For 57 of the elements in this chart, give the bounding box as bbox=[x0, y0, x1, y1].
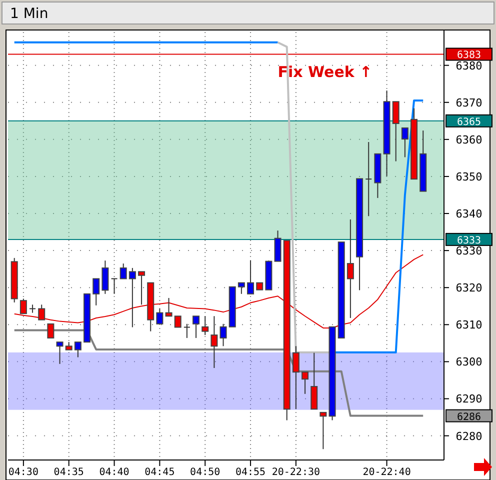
candlestick bbox=[238, 282, 245, 294]
x-tick-label: 04:35 bbox=[54, 467, 84, 478]
x-tick-label: 04:55 bbox=[235, 467, 266, 478]
y-tick-label: 6320 bbox=[456, 282, 482, 295]
y-tick-label: 6290 bbox=[456, 392, 482, 406]
candlestick bbox=[292, 346, 300, 410]
chart-title: 1 Min bbox=[10, 6, 48, 22]
y-tick-label: 6330 bbox=[456, 244, 482, 258]
ref-line-label: 6365 bbox=[456, 116, 482, 128]
y-tick-label: 6300 bbox=[456, 356, 482, 369]
x-tick-label: 04:50 bbox=[190, 467, 220, 478]
candlestick bbox=[365, 142, 372, 217]
y-tick-label: 6310 bbox=[456, 318, 482, 332]
x-tick-label: 04:40 bbox=[99, 467, 130, 478]
candlestick bbox=[102, 260, 109, 294]
x-tick-label: 04:45 bbox=[144, 467, 175, 478]
line-series bbox=[14, 254, 424, 328]
candlestick bbox=[156, 308, 164, 324]
candlestick bbox=[38, 304, 46, 320]
candlestick bbox=[128, 267, 136, 328]
candlestick bbox=[392, 101, 400, 162]
candlestick bbox=[20, 298, 27, 314]
candlestick bbox=[92, 278, 100, 306]
x-tick-label: 20-22:30 bbox=[272, 467, 320, 478]
candlestick bbox=[247, 260, 254, 294]
y-tick-label: 6340 bbox=[456, 208, 482, 221]
ref-line-label: 6333 bbox=[456, 235, 482, 246]
candlestick bbox=[310, 352, 318, 410]
y-tick-label: 6350 bbox=[456, 170, 482, 184]
candlestick bbox=[47, 323, 54, 338]
candlestick bbox=[29, 304, 36, 314]
x-tick-label: 04:30 bbox=[8, 467, 38, 478]
ref-line-label: 6383 bbox=[456, 50, 482, 62]
candlestick bbox=[120, 263, 127, 280]
candlestick bbox=[110, 278, 118, 294]
candlestick bbox=[56, 342, 64, 364]
candlestick bbox=[74, 342, 82, 358]
candlestick bbox=[302, 372, 309, 394]
candlestick bbox=[183, 323, 190, 338]
candlestick bbox=[210, 316, 218, 368]
candlestick bbox=[274, 230, 282, 262]
candlestick bbox=[165, 297, 172, 317]
candlestick bbox=[174, 316, 182, 328]
candlestick bbox=[220, 323, 227, 347]
candlestick bbox=[138, 271, 146, 306]
text: 6286 bbox=[456, 412, 482, 423]
y-tick-label: 6360 bbox=[456, 133, 482, 146]
annotation: Fix Week ↑ bbox=[278, 63, 372, 81]
candlestick bbox=[320, 412, 327, 450]
x-tick-label: 20-22:40 bbox=[362, 467, 411, 478]
y-tick-label: 6280 bbox=[456, 430, 482, 443]
candlestick bbox=[202, 316, 209, 336]
y-tick-label: 6380 bbox=[456, 59, 482, 72]
candlestick bbox=[192, 316, 200, 338]
candlestick bbox=[401, 127, 408, 158]
candlestick bbox=[346, 218, 354, 318]
y-tick-label: 6370 bbox=[456, 96, 482, 110]
